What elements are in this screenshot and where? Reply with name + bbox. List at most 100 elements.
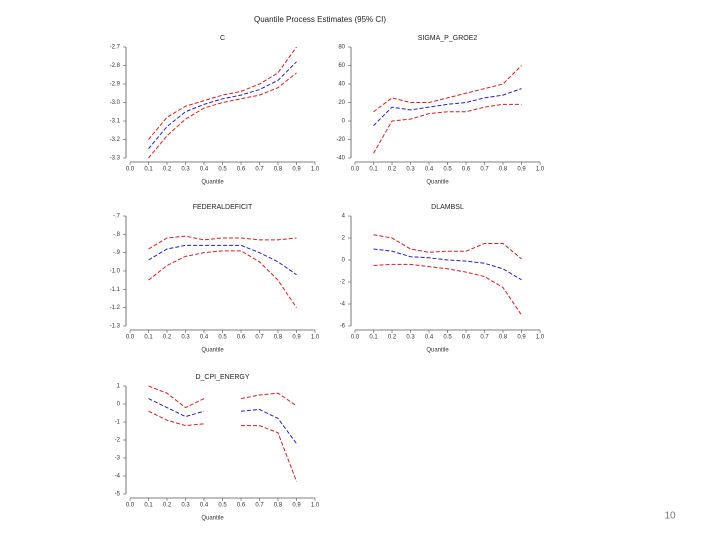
x-tick-label: 0.3: [181, 167, 190, 173]
y-tick-label: -40: [336, 156, 345, 162]
x-tick-label: 0.9: [292, 167, 301, 173]
x-tick-label: 0.2: [388, 335, 397, 341]
y-tick-label: -1.2: [110, 305, 121, 311]
y-tick-label: 80: [338, 45, 345, 51]
x-tick-label: 0.7: [480, 167, 489, 173]
y-tick-label: -3.3: [110, 156, 121, 162]
x-tick-label: 0.4: [200, 335, 209, 341]
x-tick-label: 0.7: [480, 335, 489, 341]
y-tick-label: -3.0: [110, 100, 121, 106]
line: [148, 46, 297, 140]
x-tick-label: 0.0: [351, 335, 360, 341]
x-tick-label: 0.4: [425, 167, 434, 173]
panel-title: C: [220, 35, 225, 42]
y-tick-label: -2: [340, 280, 346, 286]
x-tick-label: 0.2: [163, 167, 172, 173]
x-tick-label: 0.6: [462, 167, 471, 173]
x-tick-label: 0.8: [274, 503, 283, 509]
x-tick-label: 1.0: [536, 335, 545, 341]
y-tick-label: -.8: [113, 232, 121, 238]
x-tick-label: 0.5: [218, 335, 227, 341]
line: [241, 425, 297, 482]
panel-title: FEDERALDEFICIT: [193, 204, 253, 211]
y-tick-label: -3: [115, 456, 121, 462]
x-tick-label: 0.2: [388, 167, 397, 173]
line: [373, 248, 522, 281]
x-tick-label: 0.1: [144, 167, 153, 173]
x-tick-label: 1.0: [311, 335, 320, 341]
x-tick-label: 0.5: [443, 335, 452, 341]
y-tick-label: -1: [115, 420, 121, 426]
y-tick-label: -2.8: [110, 63, 121, 69]
x-tick-label: 0.5: [218, 503, 227, 509]
y-tick-label: -1.0: [110, 269, 121, 275]
x-tick-label: 0.9: [292, 335, 301, 341]
x-axis-label: Quantile: [426, 348, 449, 354]
y-tick-label: -2.7: [110, 45, 121, 51]
x-tick-label: 0.7: [255, 335, 264, 341]
x-tick-label: 0.9: [517, 335, 526, 341]
y-tick-label: -6: [340, 324, 346, 330]
x-tick-label: 0.2: [163, 503, 172, 509]
line: [240, 392, 297, 407]
panel-title: D_CPI_ENERGY: [195, 374, 249, 381]
line: [373, 88, 522, 126]
x-axis-label: Quantile: [201, 348, 224, 354]
line: [373, 103, 522, 154]
x-tick-label: 0.7: [255, 503, 264, 509]
line: [240, 408, 297, 444]
x-tick-label: 0.4: [200, 167, 209, 173]
slide-title: Quantile Process Estimates (95% CI): [254, 15, 386, 24]
x-axis-label: Quantile: [201, 516, 224, 522]
x-tick-label: 0.8: [274, 167, 283, 173]
x-tick-label: 0.0: [351, 167, 360, 173]
x-tick-label: 0.8: [499, 335, 508, 341]
y-tick-label: -3.1: [110, 119, 121, 125]
y-tick-label: 0: [117, 402, 121, 408]
x-tick-label: 0.1: [144, 503, 153, 509]
y-tick-label: 0: [342, 258, 346, 264]
y-tick-label: -2.9: [110, 82, 121, 88]
y-tick-label: 60: [338, 63, 345, 69]
y-tick-label: -1.1: [110, 287, 121, 293]
line: [148, 410, 205, 427]
x-tick-label: 0.5: [218, 167, 227, 173]
x-tick-label: 0.0: [126, 503, 135, 509]
line: [148, 235, 297, 250]
y-tick-label: -2: [115, 438, 121, 444]
x-tick-label: 0.0: [126, 167, 135, 173]
line: [148, 398, 205, 418]
x-tick-label: 0.5: [443, 167, 452, 173]
line: [148, 385, 205, 409]
x-axis-label: Quantile: [426, 180, 449, 186]
x-tick-label: 0.1: [369, 335, 378, 341]
y-tick-label: 20: [338, 100, 345, 106]
x-tick-label: 1.0: [311, 503, 320, 509]
x-tick-label: 0.2: [163, 335, 172, 341]
x-tick-label: 0.0: [126, 335, 135, 341]
y-tick-label: -4: [115, 474, 121, 480]
x-tick-label: 0.3: [181, 503, 190, 509]
x-tick-label: 1.0: [536, 167, 545, 173]
x-tick-label: 0.6: [237, 503, 246, 509]
x-tick-label: 0.6: [237, 335, 246, 341]
line: [148, 61, 297, 150]
y-tick-label: -5: [115, 492, 121, 498]
y-tick-label: -4: [340, 302, 346, 308]
x-tick-label: 0.4: [425, 335, 434, 341]
y-tick-label: 2: [342, 236, 346, 242]
y-tick-label: 4: [342, 214, 346, 220]
x-tick-label: 0.3: [406, 167, 415, 173]
x-tick-label: 0.3: [181, 335, 190, 341]
panel-title: DLAMBSL: [431, 204, 464, 211]
y-tick-label: 1: [117, 384, 121, 390]
line: [148, 250, 297, 308]
line: [148, 244, 297, 276]
x-tick-label: 0.8: [499, 167, 508, 173]
y-tick-label: 0: [342, 119, 346, 125]
x-tick-label: 0.8: [274, 335, 283, 341]
x-tick-label: 0.6: [237, 167, 246, 173]
x-tick-label: 0.6: [462, 335, 471, 341]
x-axis-label: Quantile: [201, 180, 224, 186]
